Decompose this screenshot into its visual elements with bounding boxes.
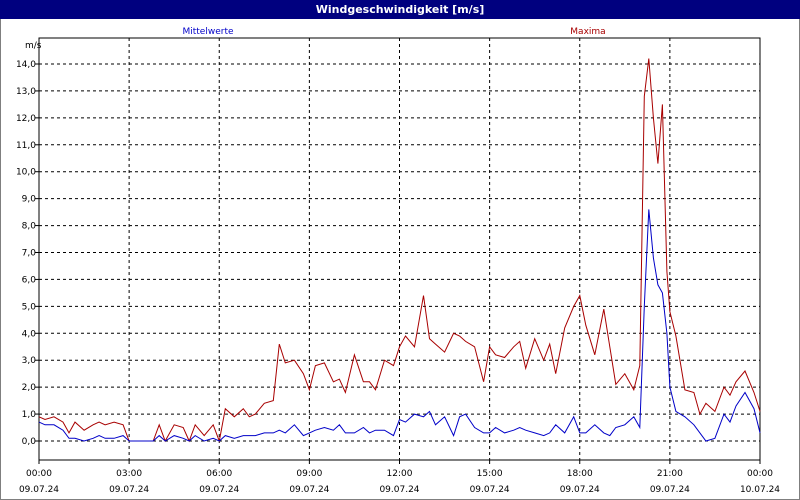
legend-maxima: Maxima	[570, 27, 605, 37]
x-tick-time: 00:00	[747, 469, 773, 479]
x-tick-date: 09.07.24	[289, 485, 329, 495]
y-tick-label: 14,0	[16, 60, 36, 70]
x-tick-time: 03:00	[116, 469, 142, 479]
x-tick-date: 09.07.24	[470, 485, 510, 495]
y-axis-ticks: 0,0 1,0 2,0 3,0 4,0 5,0 6,0 7,0 8,0 9,0 10,0 11,0 12…	[16, 60, 39, 447]
x-tick-time: 15:00	[477, 469, 503, 479]
x-tick-time: 12:00	[387, 469, 413, 479]
x-tick-time: 18:00	[567, 469, 593, 479]
y-tick-label: 5,0	[22, 302, 37, 312]
y-tick-label: 8,0	[22, 222, 37, 232]
y-tick-label: 9,0	[22, 195, 37, 205]
y-tick-label: 3,0	[22, 356, 37, 366]
x-tick-time: 21:00	[657, 469, 683, 479]
x-tick-date: 10.07.24	[740, 485, 780, 495]
y-tick-label: 10,0	[16, 168, 36, 178]
chart-title: Windgeschwindigkeit [m/s]	[0, 0, 800, 19]
series-line-maxima	[38, 58, 761, 443]
legend-mittelwerte: Mittelwerte	[182, 27, 233, 37]
x-axis-ticks: 00:00 09.07.24 03:00 09.07.24 06:00 09.07.24 0…	[19, 460, 780, 495]
x-tick-date: 09.07.24	[109, 485, 149, 495]
y-tick-label: 0,0	[22, 437, 37, 447]
x-tick-date: 09.07.24	[560, 485, 600, 495]
y-tick-label: 12,0	[16, 114, 36, 124]
y-tick-label: 4,0	[22, 329, 37, 339]
y-axis-label: m/s	[25, 41, 42, 51]
x-tick-date: 09.07.24	[379, 485, 419, 495]
series-line-mittelwerte	[38, 209, 761, 442]
y-tick-label: 11,0	[16, 141, 36, 151]
y-tick-label: 2,0	[22, 383, 37, 393]
x-tick-time: 09:00	[296, 469, 322, 479]
y-tick-label: 13,0	[16, 87, 36, 97]
x-tick-date: 09.07.24	[19, 485, 59, 495]
x-tick-date: 09.07.24	[650, 485, 690, 495]
y-tick-label: 6,0	[22, 275, 37, 285]
y-tick-label: 7,0	[22, 249, 37, 259]
x-tick-date: 09.07.24	[199, 485, 239, 495]
x-tick-time: 00:00	[26, 469, 52, 479]
x-tick-time: 06:00	[206, 469, 232, 479]
series-lines	[38, 58, 761, 443]
y-tick-label: 1,0	[22, 410, 37, 420]
